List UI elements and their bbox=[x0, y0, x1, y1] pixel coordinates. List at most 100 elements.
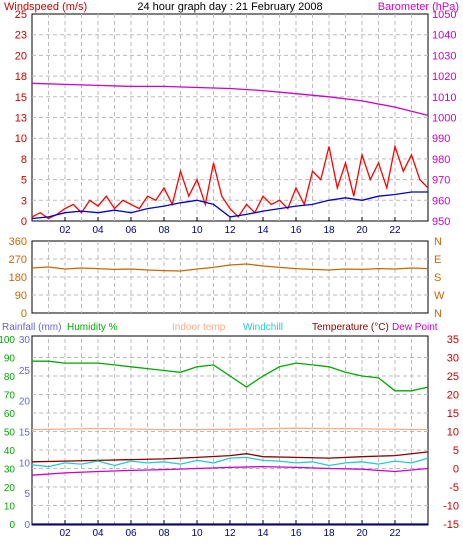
windspeed-tick-label: 8 bbox=[21, 154, 27, 166]
series-line bbox=[32, 360, 429, 392]
humidity-tick-label: 0 bbox=[9, 520, 15, 531]
x-tick-label: 04 bbox=[92, 528, 104, 539]
x-tick-label: 08 bbox=[158, 225, 170, 236]
barometer-tick-label: 1040 bbox=[432, 30, 456, 42]
barometer-tick-label: 960 bbox=[432, 195, 450, 207]
humidity-tick-label: 80 bbox=[4, 372, 16, 383]
direction-tick-label: 90 bbox=[15, 290, 27, 302]
legend-entry: Windchill bbox=[243, 322, 283, 333]
series-line bbox=[31, 451, 429, 463]
humidity-tick-label: 90 bbox=[4, 354, 16, 365]
temperature-tick-label: 10 bbox=[447, 427, 459, 439]
windspeed-tick-label: 5 bbox=[21, 175, 27, 187]
humidity-tick-label: 70 bbox=[4, 391, 16, 402]
humidity-tick-label: 20 bbox=[4, 483, 16, 494]
legend-entry: Indoor temp bbox=[172, 322, 226, 333]
temperature-tick-label: 0 bbox=[453, 464, 459, 476]
direction-tick-label: 270 bbox=[9, 254, 27, 266]
humidity-tick-label: 10 bbox=[4, 502, 16, 513]
barometer-tick-label: 1010 bbox=[432, 92, 456, 104]
compass-tick-label: S bbox=[434, 272, 441, 284]
temperature-tick-label: 20 bbox=[447, 390, 459, 402]
x-tick-label: 14 bbox=[257, 528, 269, 539]
windspeed-tick-label: 3 bbox=[21, 195, 27, 207]
windspeed-tick-label: 10 bbox=[15, 133, 27, 145]
windspeed-tick-label: 18 bbox=[15, 71, 27, 83]
windspeed-tick-label: 20 bbox=[15, 50, 27, 62]
compass-tick-label: N bbox=[434, 236, 442, 248]
temperature-tick-label: 5 bbox=[453, 445, 459, 457]
windspeed-tick-label: 13 bbox=[15, 113, 27, 125]
compass-tick-label: N bbox=[434, 308, 442, 320]
temperature-tick-label: -10 bbox=[443, 501, 459, 513]
series-line bbox=[31, 143, 429, 220]
rainfall-tick-label: 0 bbox=[24, 520, 30, 531]
humidity-tick-label: 100 bbox=[0, 335, 15, 346]
x-tick-label: 14 bbox=[257, 225, 269, 236]
barometer-tick-label: 980 bbox=[432, 154, 450, 166]
x-tick-label: 02 bbox=[59, 225, 71, 236]
series-line bbox=[31, 263, 429, 272]
x-tick-label: 18 bbox=[323, 225, 335, 236]
x-tick-label: 10 bbox=[191, 528, 203, 539]
barometer-axis-label: Barometer (hPa) bbox=[378, 1, 459, 13]
barometer-tick-label: 950 bbox=[432, 216, 450, 228]
series-line bbox=[31, 427, 429, 431]
x-tick-label: 08 bbox=[158, 528, 170, 539]
series-line bbox=[31, 82, 429, 117]
rainfall-tick-label: 5 bbox=[24, 489, 30, 500]
compass-tick-label: E bbox=[434, 254, 441, 266]
rainfall-tick-label: 15 bbox=[19, 428, 31, 439]
rainfall-tick-label: 30 bbox=[19, 335, 31, 346]
x-tick-label: 02 bbox=[59, 528, 71, 539]
barometer-tick-label: 1030 bbox=[432, 50, 456, 62]
x-tick-label: 18 bbox=[323, 528, 335, 539]
barometer-tick-label: 1050 bbox=[432, 9, 456, 21]
legend-entry: Temperature (°C) bbox=[312, 322, 389, 333]
windspeed-axis-label: Windspeed (m/s) bbox=[4, 1, 87, 13]
series-line bbox=[31, 456, 429, 468]
x-tick-label: 16 bbox=[290, 225, 302, 236]
windspeed-tick-label: 0 bbox=[21, 216, 27, 228]
direction-tick-label: 360 bbox=[9, 236, 27, 248]
barometer-tick-label: 990 bbox=[432, 133, 450, 145]
panel-wind-barometer: 0 3 5 8 10 13 15 18 20 23 25 950 960 970 980 990 1000 10… bbox=[4, 1, 459, 236]
temperature-tick-label: 15 bbox=[447, 408, 459, 420]
humidity-tick-label: 50 bbox=[4, 428, 16, 439]
windspeed-tick-label: 23 bbox=[15, 30, 27, 42]
x-tick-label: 12 bbox=[224, 225, 236, 236]
x-tick-label: 22 bbox=[389, 528, 401, 539]
barometer-tick-label: 1020 bbox=[432, 71, 456, 83]
temperature-tick-label: -15 bbox=[443, 519, 459, 531]
series-line bbox=[31, 465, 429, 476]
temperature-tick-label: 25 bbox=[447, 371, 459, 383]
x-tick-label: 22 bbox=[389, 225, 401, 236]
rainfall-tick-label: 20 bbox=[19, 397, 31, 408]
x-tick-label: 06 bbox=[125, 528, 137, 539]
humidity-tick-label: 40 bbox=[4, 446, 16, 457]
temperature-tick-label: 35 bbox=[447, 334, 459, 346]
x-tick-label: 04 bbox=[92, 225, 104, 236]
compass-tick-label: W bbox=[434, 290, 445, 302]
barometer-tick-label: 970 bbox=[432, 175, 450, 187]
humidity-tick-label: 60 bbox=[4, 409, 16, 420]
legend-entry: Humidity % bbox=[67, 322, 118, 333]
windspeed-tick-label: 25 bbox=[15, 9, 27, 21]
legend-entry: Dew Point bbox=[392, 322, 438, 333]
windspeed-tick-label: 15 bbox=[15, 92, 27, 104]
x-tick-label: 10 bbox=[191, 225, 203, 236]
temperature-tick-label: 30 bbox=[447, 353, 459, 365]
chart-title: 24 hour graph day : 21 February 2008 bbox=[137, 1, 322, 13]
rainfall-tick-label: 25 bbox=[19, 366, 31, 377]
direction-tick-label: 180 bbox=[9, 272, 27, 284]
temperature-tick-label: -5 bbox=[449, 482, 459, 494]
barometer-tick-label: 1000 bbox=[432, 113, 456, 125]
legend-entry: Rainfall (mm) bbox=[2, 322, 61, 333]
rainfall-tick-label: 10 bbox=[19, 458, 31, 469]
x-tick-label: 16 bbox=[290, 528, 302, 539]
x-tick-label: 20 bbox=[356, 528, 368, 539]
direction-tick-label: 0 bbox=[21, 308, 27, 320]
